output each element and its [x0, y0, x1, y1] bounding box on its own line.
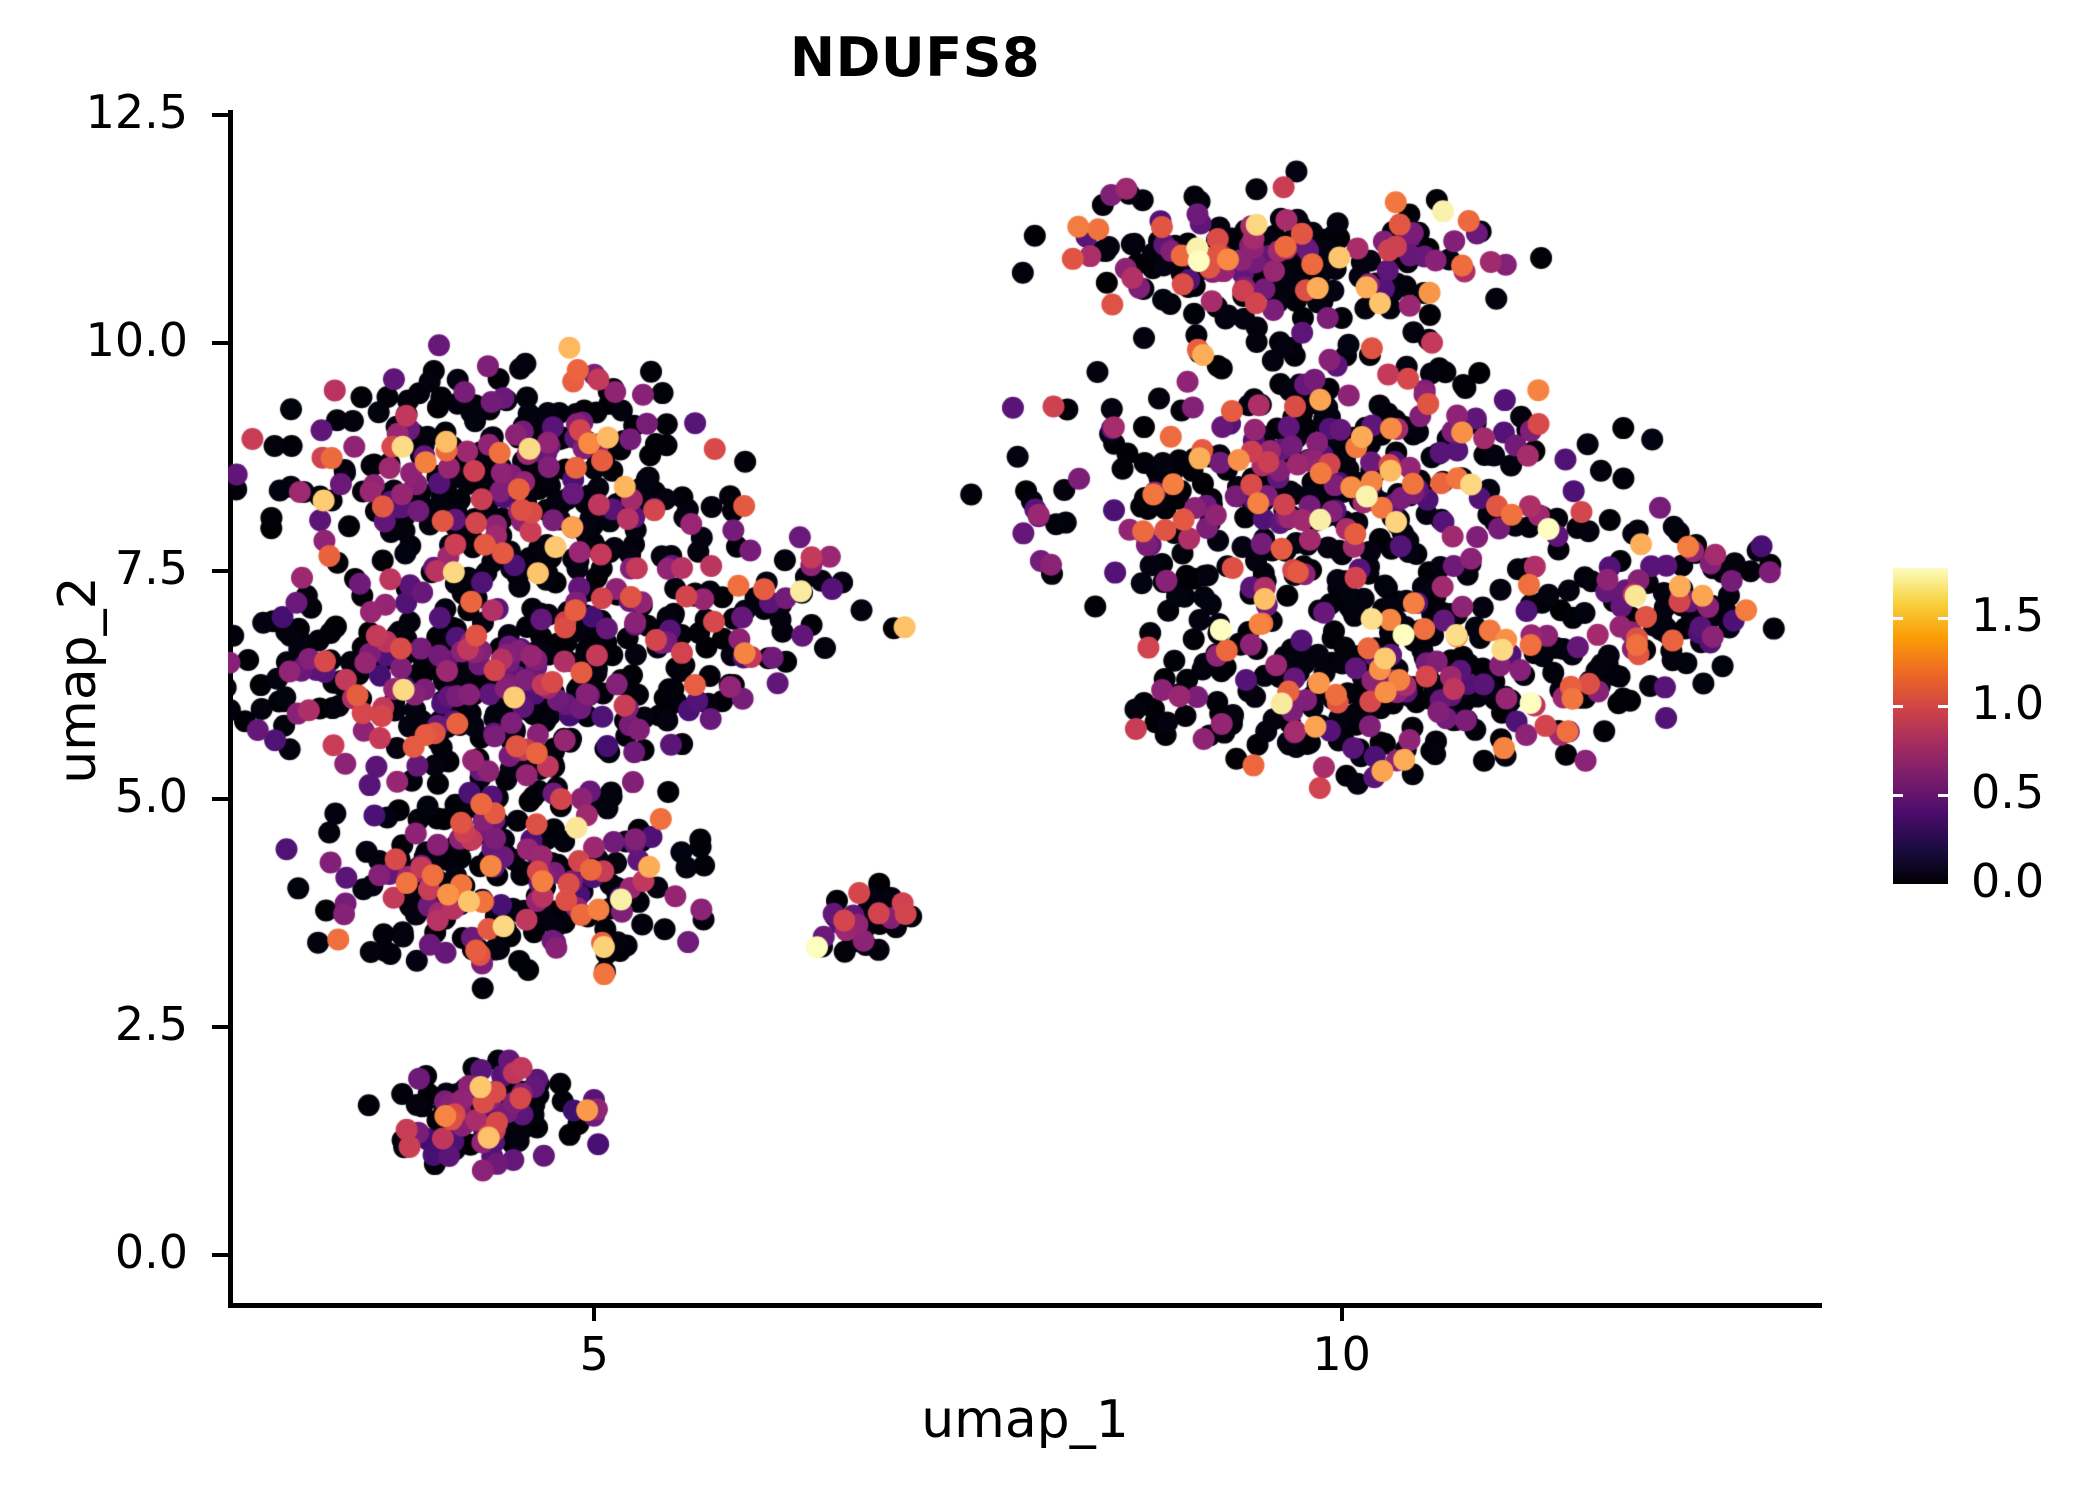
colorbar-tick-label: 1.0 [1971, 676, 2045, 731]
colorbar-tick-mark [1938, 616, 1948, 620]
colorbar-tick-mark [1938, 794, 1948, 798]
y-tick-label: 5.0 [114, 768, 188, 823]
y-tick-mark [212, 796, 228, 801]
colorbar: 1.5 1.0 0.5 0.0 [1893, 568, 2093, 908]
x-tick-mark [1339, 1305, 1344, 1321]
y-tick-label: 7.5 [114, 540, 188, 595]
y-tick-label: 12.5 [85, 84, 188, 139]
scatter-points-canvas [228, 110, 1820, 1305]
y-tick-mark [212, 568, 228, 573]
x-axis-spine [228, 1303, 1822, 1308]
x-axis-label: umap_1 [921, 1390, 1129, 1450]
y-tick-mark [212, 1024, 228, 1029]
colorbar-tick-mark [1893, 616, 1903, 620]
y-tick-label: 0.0 [114, 1224, 188, 1279]
x-tick-mark [592, 1305, 597, 1321]
x-tick-label: 5 [579, 1327, 609, 1381]
colorbar-tick-mark [1938, 705, 1948, 709]
colorbar-tick-label: 1.5 [1971, 587, 2045, 642]
y-tick-label: 2.5 [114, 996, 188, 1051]
colorbar-gradient [1893, 568, 1948, 884]
y-tick-mark [212, 112, 228, 117]
y-axis-label: umap_2 [48, 576, 108, 784]
colorbar-tick-label: 0.5 [1971, 765, 2045, 820]
colorbar-tick-mark [1893, 794, 1903, 798]
x-tick-label: 10 [1312, 1327, 1371, 1381]
y-tick-mark [212, 1252, 228, 1257]
y-tick-mark [212, 340, 228, 345]
plot-area [228, 110, 1820, 1305]
y-tick-label: 10.0 [85, 312, 188, 367]
colorbar-tick-label: 0.0 [1971, 854, 2045, 908]
colorbar-tick-mark [1893, 705, 1903, 709]
page-title: NDUFS8 [789, 26, 1041, 89]
